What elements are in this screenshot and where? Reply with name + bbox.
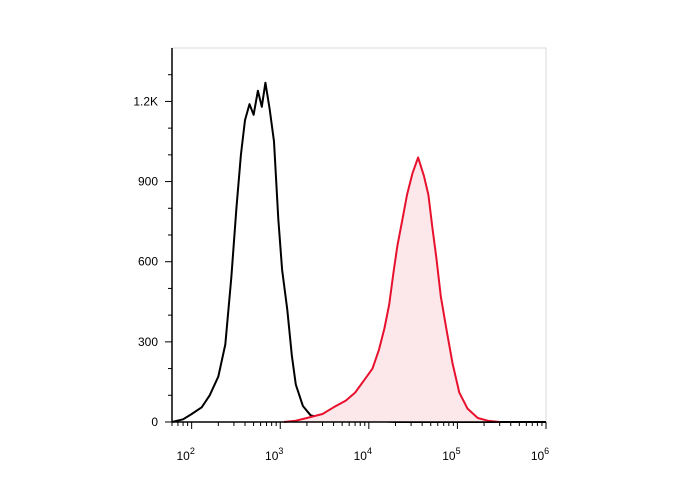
x-tick-label: 106 [531, 446, 549, 463]
y-tick-label: 900 [138, 175, 158, 189]
x-axis-ticks: 102 103 104 105 106 [171, 422, 549, 463]
x-tick-label: 105 [442, 446, 460, 463]
series-0-line [171, 81, 546, 423]
y-axis-ticks: 0 300 600 900 1.2K [133, 74, 172, 429]
series-layer [171, 81, 546, 423]
x-tick-label: 103 [265, 446, 283, 463]
y-tick-label: 0 [151, 415, 158, 429]
plot-frame [171, 47, 547, 423]
y-tick-label: 300 [138, 335, 158, 349]
x-tick-label: 104 [354, 446, 372, 463]
y-tick-label: 1.2K [133, 94, 158, 108]
x-tick-label: 102 [176, 446, 194, 463]
series-1-line [283, 156, 500, 423]
y-tick-label: 600 [138, 255, 158, 269]
